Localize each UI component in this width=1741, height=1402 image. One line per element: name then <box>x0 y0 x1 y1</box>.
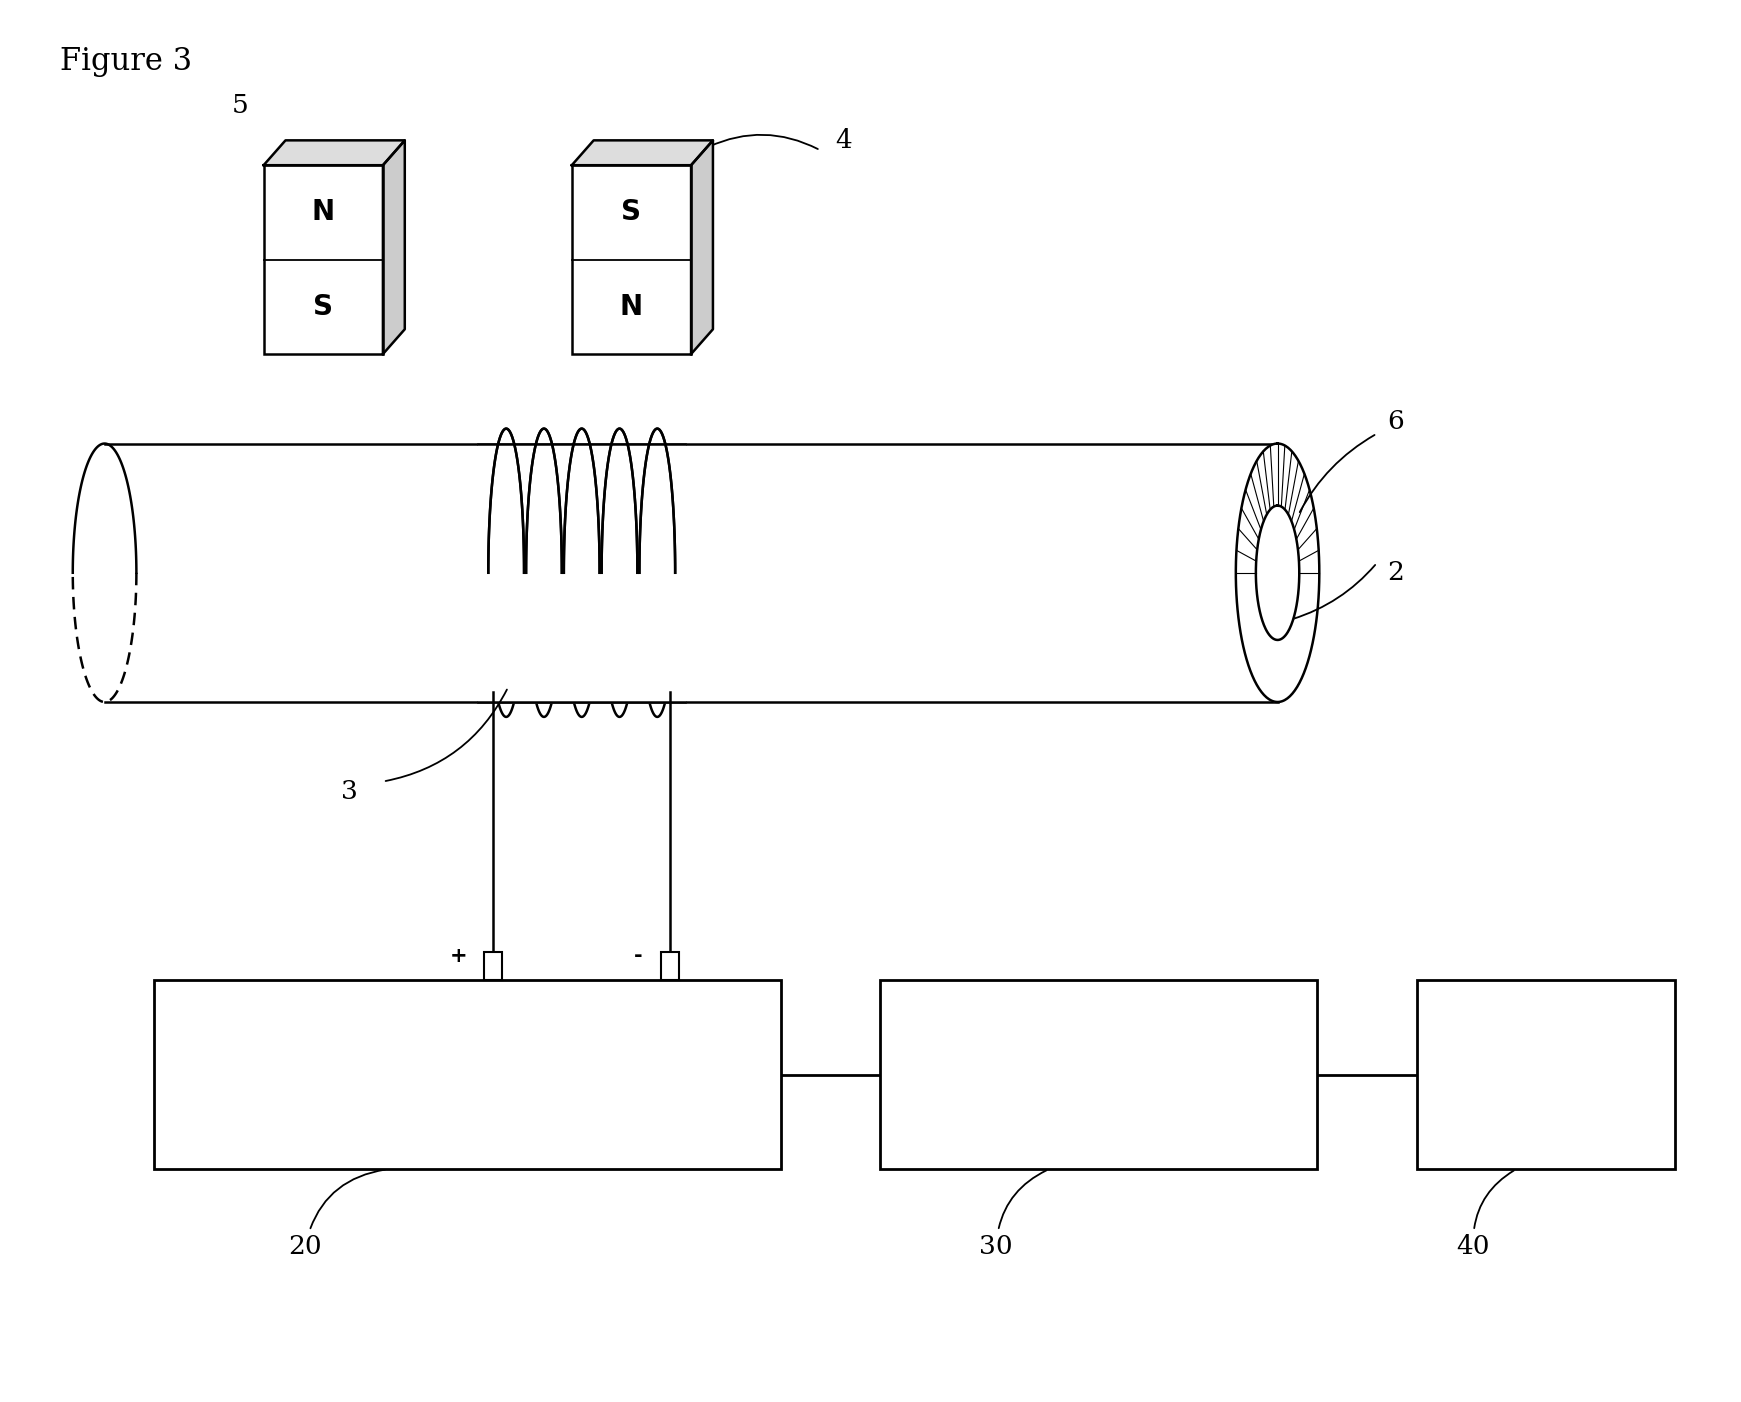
Text: 2: 2 <box>1388 561 1403 585</box>
Text: N: N <box>620 293 642 321</box>
Text: 6: 6 <box>1388 409 1403 435</box>
Polygon shape <box>263 140 406 165</box>
Bar <box>571 165 691 355</box>
Text: 20: 20 <box>289 1169 385 1259</box>
Polygon shape <box>1236 443 1320 702</box>
Text: 30: 30 <box>980 1171 1046 1259</box>
Bar <box>484 952 501 980</box>
Polygon shape <box>571 140 714 165</box>
Text: Figure 3: Figure 3 <box>59 46 192 77</box>
Polygon shape <box>691 140 714 355</box>
Text: Power amplifier: Power amplifier <box>373 1063 562 1087</box>
Bar <box>1417 980 1675 1169</box>
Polygon shape <box>1255 506 1299 639</box>
Text: +: + <box>449 946 467 966</box>
Text: -: - <box>634 946 642 966</box>
Text: S: S <box>313 293 333 321</box>
Text: 5: 5 <box>232 93 249 118</box>
Text: S: S <box>622 199 641 226</box>
Text: Oscilloscope: Oscilloscope <box>1024 1063 1173 1087</box>
Text: PC: PC <box>1529 1063 1563 1087</box>
Polygon shape <box>383 140 406 355</box>
Text: 3: 3 <box>341 780 359 803</box>
Bar <box>155 980 780 1169</box>
Bar <box>662 952 679 980</box>
Bar <box>263 165 383 355</box>
Text: 4: 4 <box>836 128 851 153</box>
Bar <box>879 980 1318 1169</box>
Text: 40: 40 <box>1457 1171 1513 1259</box>
Text: N: N <box>312 199 334 226</box>
